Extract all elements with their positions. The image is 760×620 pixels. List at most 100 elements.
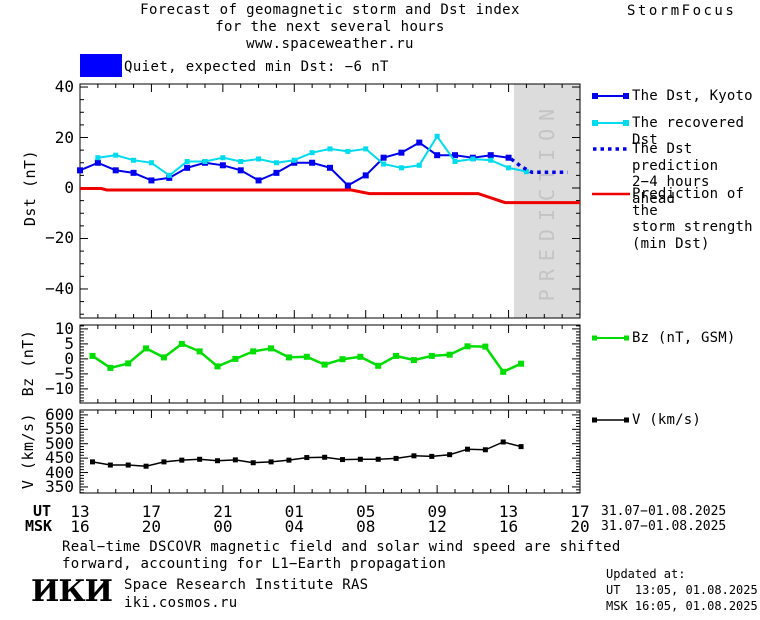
updated-at-label: Updated at: xyxy=(606,567,686,581)
v-ytick-450: 450 xyxy=(45,448,74,468)
xtick-msk-5: 12 xyxy=(427,517,447,536)
date-range-msk: 31.07−01.08.2025 xyxy=(601,519,727,534)
iki-logo: ИКИ xyxy=(31,574,113,609)
recovered-line-sample xyxy=(592,120,629,126)
v-marker xyxy=(429,453,435,459)
v-marker xyxy=(322,454,328,460)
dst-series-3 xyxy=(80,187,580,205)
v-marker xyxy=(500,439,506,445)
panel-dst: PREDICTION xyxy=(77,83,581,319)
bz-ytick--10: −10 xyxy=(45,378,74,398)
legend-item-recovered: The recovered Dst xyxy=(592,115,760,148)
v-marker xyxy=(143,463,149,469)
dst-ytick--20: −20 xyxy=(45,228,74,248)
bz-ytick--5: −5 xyxy=(54,363,74,383)
dst-marker xyxy=(148,160,154,166)
dst-marker xyxy=(256,156,262,162)
institute-name: Space Research Institute RAS xyxy=(124,577,369,593)
dst-marker xyxy=(487,152,494,159)
xtick-ut-2: 21 xyxy=(213,502,233,521)
v-ytick-600: 600 xyxy=(45,404,74,424)
dst-marker xyxy=(273,160,279,166)
dst-marker xyxy=(506,165,512,171)
dst-marker xyxy=(488,157,494,163)
dst-ytick--40: −40 xyxy=(45,278,74,298)
dst-ytick-0: 0 xyxy=(64,178,74,197)
v-line-sample xyxy=(592,417,629,423)
footer-note-line1: Real−time DSCOVR magnetic field and sola… xyxy=(62,539,621,555)
dst-marker xyxy=(238,158,244,164)
dst-marker xyxy=(309,159,316,166)
storm-level-swatch xyxy=(80,54,122,77)
bz-line-sample xyxy=(592,335,629,341)
bz-ytick-10: 10 xyxy=(54,318,74,338)
v-marker xyxy=(232,457,238,463)
xtick-ut-1: 17 xyxy=(141,502,162,521)
bz-marker xyxy=(250,348,257,355)
dst-marker xyxy=(184,158,190,164)
v-marker xyxy=(304,455,310,461)
footer-note-line2: forward, accounting for L1−Earth propaga… xyxy=(62,556,447,572)
legend-label-dst-kyoto: The Dst, Kyoto xyxy=(632,88,753,104)
xtick-ut-5: 09 xyxy=(427,502,447,521)
legend-item-dst-kyoto: The Dst, Kyoto xyxy=(592,88,753,105)
dst-marker xyxy=(345,148,351,154)
dst-marker xyxy=(273,169,280,176)
v-marker xyxy=(340,457,345,463)
v-marker xyxy=(90,459,95,465)
bz-marker xyxy=(232,355,239,362)
dst-marker xyxy=(327,146,333,152)
legend-storm-line1: Prediction of the xyxy=(632,186,745,219)
dst-marker xyxy=(398,165,404,171)
dst-marker xyxy=(112,167,119,174)
legend-label-bz: Bz (nT, GSM) xyxy=(632,330,736,346)
v-marker xyxy=(393,455,399,461)
bz-marker xyxy=(89,352,96,359)
legend-storm-line3: (min Dst) xyxy=(632,235,710,252)
dst-ytick-40: 40 xyxy=(54,77,74,97)
v-marker xyxy=(268,459,274,465)
dst-marker xyxy=(291,159,298,166)
legend-label-recovered: The recovered Dst xyxy=(632,115,745,148)
dst-marker xyxy=(363,146,369,152)
dst-marker xyxy=(77,167,83,174)
xtick-msk-2: 00 xyxy=(213,517,233,536)
xtick-ut-0: 13 xyxy=(70,502,90,521)
v-marker xyxy=(375,456,381,462)
panel-bz xyxy=(79,324,581,404)
bz-marker xyxy=(428,352,435,359)
legend-item-bz: Bz (nT, GSM) xyxy=(592,330,736,347)
v-series-0 xyxy=(92,441,522,467)
bz-marker xyxy=(285,354,292,361)
xtick-msk-4: 08 xyxy=(356,517,376,536)
v-marker xyxy=(447,452,453,458)
bz-ytick-5: 5 xyxy=(64,333,74,353)
storm-status-text: Quiet, expected min Dst: −6 nT xyxy=(124,59,389,75)
bz-marker xyxy=(196,348,203,355)
institute-website: iki.cosmos.ru xyxy=(124,595,238,611)
v-marker xyxy=(179,457,185,463)
page-subtitle: for the next several hours xyxy=(215,19,445,35)
v-marker xyxy=(465,446,470,452)
v-ytick-400: 400 xyxy=(45,462,74,482)
dst-marker xyxy=(398,149,405,156)
title-block: Forecast of geomagnetic storm and Dst in… xyxy=(0,2,660,53)
v-marker xyxy=(161,459,167,465)
xtick-ut-3: 01 xyxy=(284,502,304,521)
bz-marker xyxy=(410,357,417,364)
page-title: Forecast of geomagnetic storm and Dst in… xyxy=(140,2,520,18)
dst-marker xyxy=(434,133,440,139)
bz-marker xyxy=(143,345,150,352)
v-marker xyxy=(125,462,131,468)
dst-marker xyxy=(184,164,191,171)
bz-marker xyxy=(125,360,132,367)
legend-item-v: V (km/s) xyxy=(592,412,701,429)
bz-marker xyxy=(357,353,364,360)
dst-marker xyxy=(291,157,297,163)
xtick-msk-1: 20 xyxy=(141,517,162,536)
v-marker xyxy=(197,456,203,462)
v-marker xyxy=(518,444,524,450)
brand-label: StormFocus xyxy=(627,3,737,19)
